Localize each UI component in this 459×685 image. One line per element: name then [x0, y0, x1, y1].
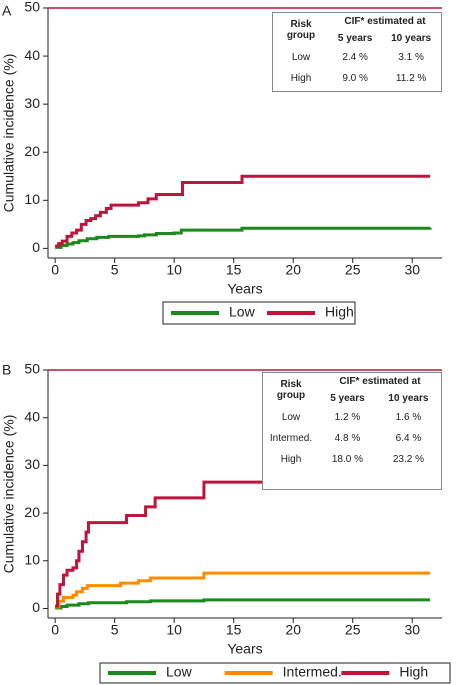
subheader-row: 5 years 10 years: [263, 390, 441, 407]
legend-label: Low: [166, 664, 193, 680]
header-cell: Risk group: [286, 19, 316, 41]
y-tick-label: 30: [24, 95, 40, 111]
table-cell: 23.2 %: [392, 454, 424, 465]
panel-label: B: [2, 362, 11, 378]
table-row: Intermed. 4.8 % 6.4 %: [263, 428, 441, 449]
y-tick-label: 50: [24, 361, 40, 377]
table-row: High 18.0 % 23.2 %: [263, 449, 441, 470]
x-tick-label: 30: [404, 622, 420, 638]
x-tick-label: 30: [404, 262, 420, 278]
y-tick-label: 20: [24, 504, 40, 520]
subheader-cell: 5 years: [337, 33, 373, 44]
table-row: Low 2.4 % 3.1 %: [273, 47, 441, 68]
legend-label: Intermed.: [283, 664, 342, 680]
header-cell: CIF* estimated at: [344, 16, 426, 27]
y-tick-label: 20: [24, 143, 40, 159]
table-cell: High: [280, 454, 302, 465]
y-axis-label: Cumulative incidence (%): [1, 54, 17, 213]
x-tick-label: 25: [345, 262, 361, 278]
x-tick-label: 0: [51, 622, 59, 638]
y-tick-label: 40: [24, 408, 40, 424]
x-tick-label: 10: [166, 622, 182, 638]
series-line: [55, 480, 431, 608]
table-cell: 2.4 %: [342, 52, 368, 63]
subheader-cell: 10 years: [388, 393, 429, 404]
x-tick-label: 20: [285, 622, 301, 638]
table-cell: Intermed.: [269, 433, 313, 444]
table-cell: Low: [281, 412, 301, 423]
y-tick-label: 10: [24, 191, 40, 207]
x-tick-label: 5: [111, 622, 119, 638]
inset-table: Risk group CIF* estimated at 5 years 10 yea…: [262, 372, 442, 490]
y-tick-label: 30: [24, 456, 40, 472]
subheader-cell: 5 years: [330, 393, 365, 404]
x-tick-label: 0: [51, 262, 59, 278]
table-cell: 4.8 %: [334, 433, 361, 444]
legend-box: [162, 301, 356, 325]
y-tick-label: 10: [24, 551, 40, 567]
x-tick-label: 10: [166, 262, 182, 278]
table: Risk group CIF* estimated at 5 years 10 yea…: [263, 373, 441, 470]
x-tick-label: 5: [111, 262, 119, 278]
header-row: Risk group CIF* estimated at: [273, 13, 441, 41]
series-line: [55, 174, 431, 248]
series-line: [55, 571, 431, 609]
inset-table: Risk group CIF* estimated at 5 years 10 yea…: [272, 12, 442, 92]
table-cell: 3.1 %: [398, 52, 424, 63]
legend-box: [99, 662, 451, 684]
table-cell: 9.0 %: [342, 73, 368, 84]
subheader-cell: 10 years: [391, 33, 432, 44]
table-row: High 9.0 % 11.2 %: [273, 68, 441, 89]
y-tick-label: 0: [32, 599, 40, 615]
header-cell: Risk group: [276, 379, 306, 401]
y-axis-label: Cumulative incidence (%): [1, 415, 17, 574]
y-tick-label: 40: [24, 47, 40, 63]
x-axis-label: Years: [227, 281, 262, 297]
legend-label: High: [399, 664, 428, 680]
x-tick-label: 25: [345, 622, 361, 638]
series-line: [55, 226, 432, 249]
x-axis-label: Years: [227, 641, 262, 657]
series-line: [55, 598, 431, 610]
subheader-row: 5 years 10 years: [273, 30, 441, 47]
table-cell: 11.2 %: [395, 73, 427, 84]
table-cell: 6.4 %: [395, 433, 422, 444]
x-tick-label: 15: [226, 622, 242, 638]
table-row: Low 1.2 % 1.6 %: [263, 407, 441, 428]
x-tick-label: 15: [226, 262, 242, 278]
table-cell: Low: [291, 52, 311, 63]
panel-label: A: [2, 3, 12, 19]
legend-label: Low: [229, 304, 256, 320]
table-cell: High: [290, 73, 312, 84]
table-cell: 1.6 %: [395, 412, 422, 423]
y-tick-label: 50: [24, 0, 40, 15]
header-cell: CIF* estimated at: [339, 376, 421, 387]
y-tick-label: 0: [32, 239, 40, 255]
table-cell: 1.2 %: [334, 412, 361, 423]
legend-label: High: [325, 304, 354, 320]
table: Risk group CIF* estimated at 5 years 10 yea…: [273, 13, 441, 89]
header-row: Risk group CIF* estimated at: [263, 373, 441, 401]
table-cell: 18.0 %: [331, 454, 363, 465]
x-tick-label: 20: [285, 262, 301, 278]
